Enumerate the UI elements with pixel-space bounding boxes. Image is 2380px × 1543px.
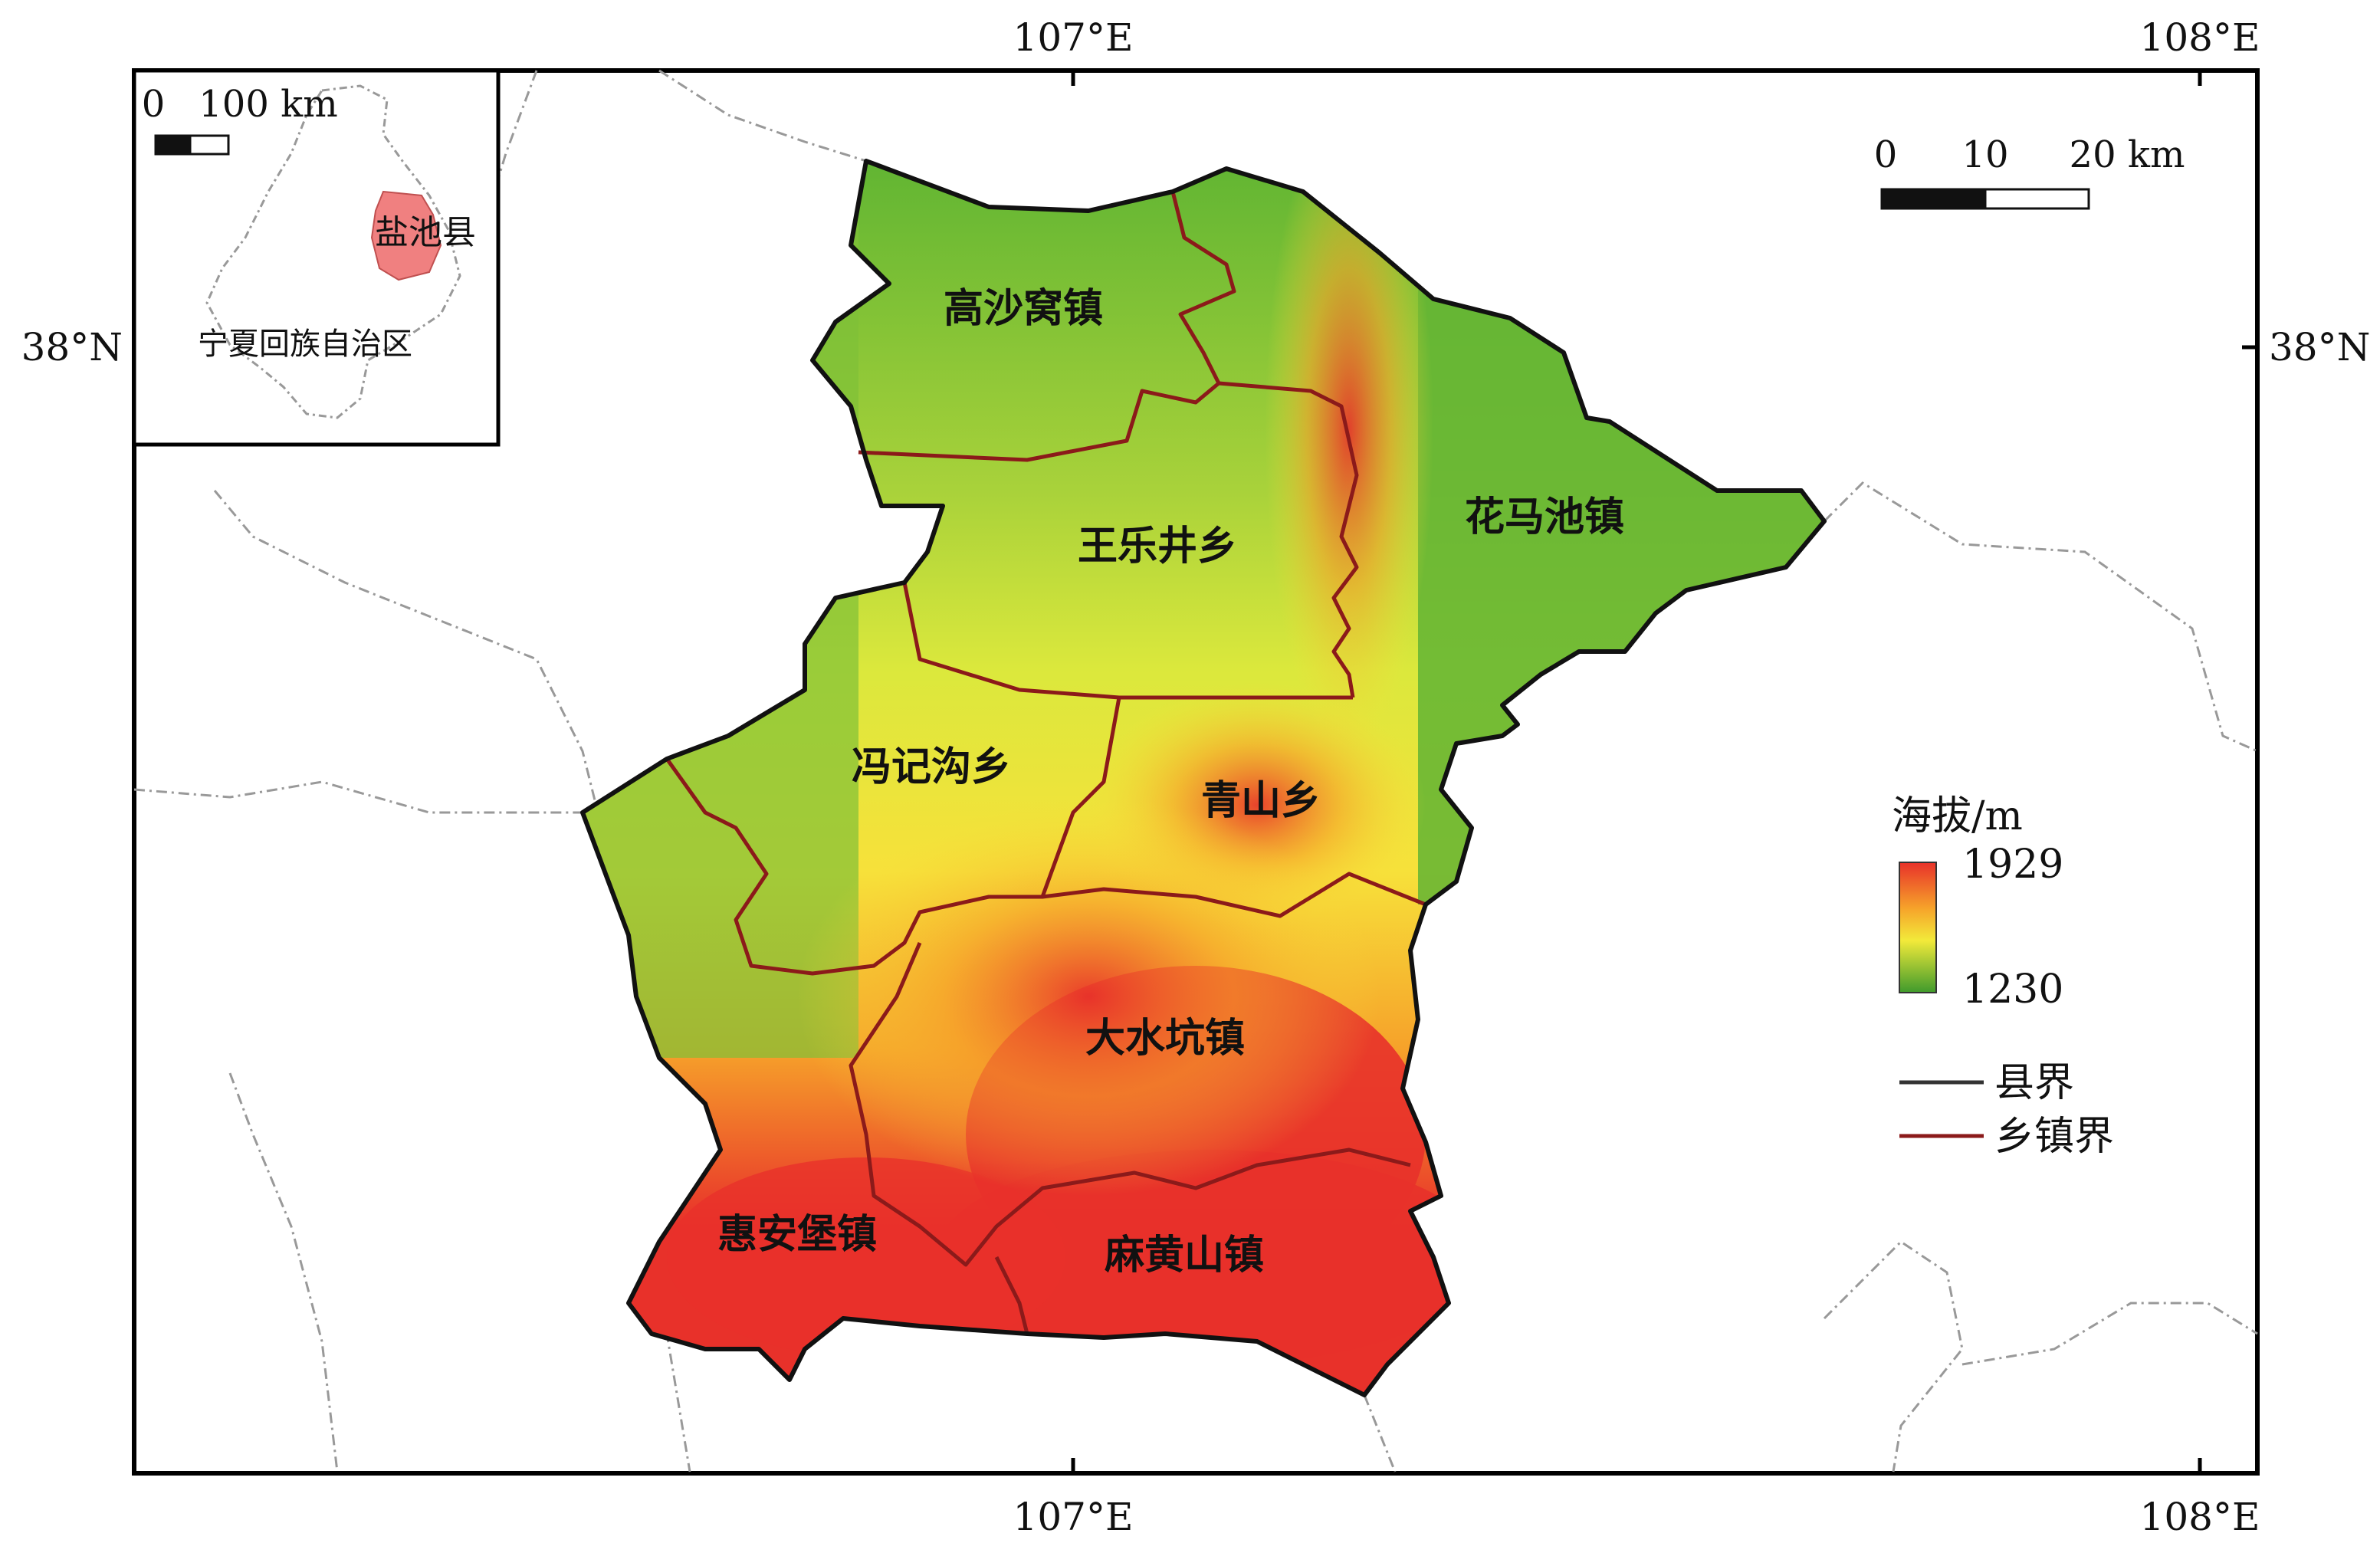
town-label-fengji: 冯记沟乡 — [852, 744, 1011, 790]
town-label-gaoshawo: 高沙窝镇 — [944, 286, 1103, 332]
legend-title: 海拔/m — [1892, 793, 2023, 839]
main-scale-tick-0: 0 — [1874, 133, 1898, 176]
town-label-dashuikeng: 大水坑镇 — [1085, 1016, 1245, 1062]
main-scale-tick-10: 10 — [1961, 133, 2008, 176]
legend-county-boundary-label: 县界 — [1994, 1060, 2074, 1106]
lat-38-right-label: 38°N — [2269, 325, 2370, 369]
inset-scale-tick-0: 0 — [142, 83, 166, 126]
inset-county-label: 盐池县 — [375, 213, 476, 252]
town-label-huianbao: 惠安堡镇 — [717, 1212, 877, 1258]
lon-107-bottom-label: 107°E — [1013, 1495, 1134, 1539]
town-label-qingshan: 青山乡 — [1201, 778, 1321, 824]
inset-region-label: 宁夏回族自治区 — [198, 327, 412, 362]
main-scale-tick-20: 20 km — [2070, 133, 2185, 176]
inset-map — [132, 68, 501, 447]
main-scale-bar — [1880, 188, 2090, 210]
county-boundary — [580, 159, 1827, 1397]
lat-38-left-label: 38°N — [21, 325, 123, 369]
legend-town-boundary-label: 乡镇界 — [1994, 1114, 2114, 1160]
town-label-wangle: 王乐井乡 — [1078, 524, 1237, 570]
town-label-huamachi: 花马池镇 — [1465, 494, 1624, 540]
town-label-mahuangshan: 麻黄山镇 — [1105, 1233, 1264, 1279]
legend-max-value: 1929 — [1962, 842, 2063, 888]
inset-county-highlight — [370, 190, 442, 281]
inset-scale-tick-100: 100 km — [199, 83, 337, 126]
lon-108-bottom-label: 108°E — [2140, 1495, 2260, 1539]
lon-108-top-label: 108°E — [2140, 15, 2260, 60]
legend-color-ramp — [1899, 862, 1937, 993]
lon-107-top-label: 107°E — [1013, 15, 1134, 60]
town-boundaries — [665, 191, 1426, 1335]
inset-region-outline — [205, 84, 461, 419]
legend-min-value: 1230 — [1962, 967, 2063, 1013]
